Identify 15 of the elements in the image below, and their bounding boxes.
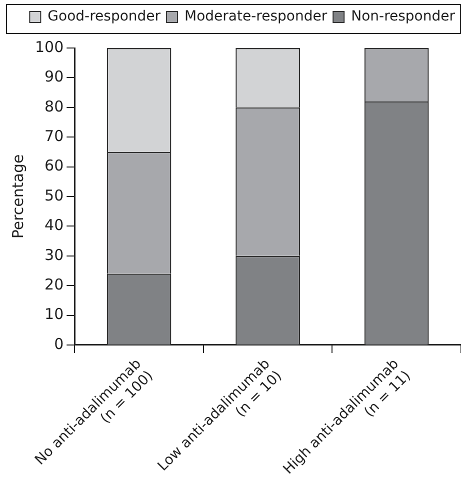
y-tick-label: 30 (44, 246, 64, 264)
legend-label: Non-responder (351, 8, 456, 25)
y-tick-label: 0 (54, 334, 64, 353)
y-tick-label: 40 (44, 216, 64, 234)
y-tick-label: 100 (34, 38, 64, 56)
y-tick-label: 80 (44, 97, 64, 116)
y-tick-label: 60 (44, 156, 64, 175)
y-tick-label: 20 (44, 275, 64, 294)
y-tick-label: 50 (44, 186, 64, 204)
y-tick-label: 90 (44, 68, 64, 86)
legend-label: Good-responder (48, 8, 161, 25)
legend-label: Moderate-responder (184, 8, 328, 25)
y-axis-title: Percentage (8, 154, 27, 239)
y-tick-label: 70 (44, 126, 64, 145)
y-tick-label: 10 (44, 305, 64, 324)
